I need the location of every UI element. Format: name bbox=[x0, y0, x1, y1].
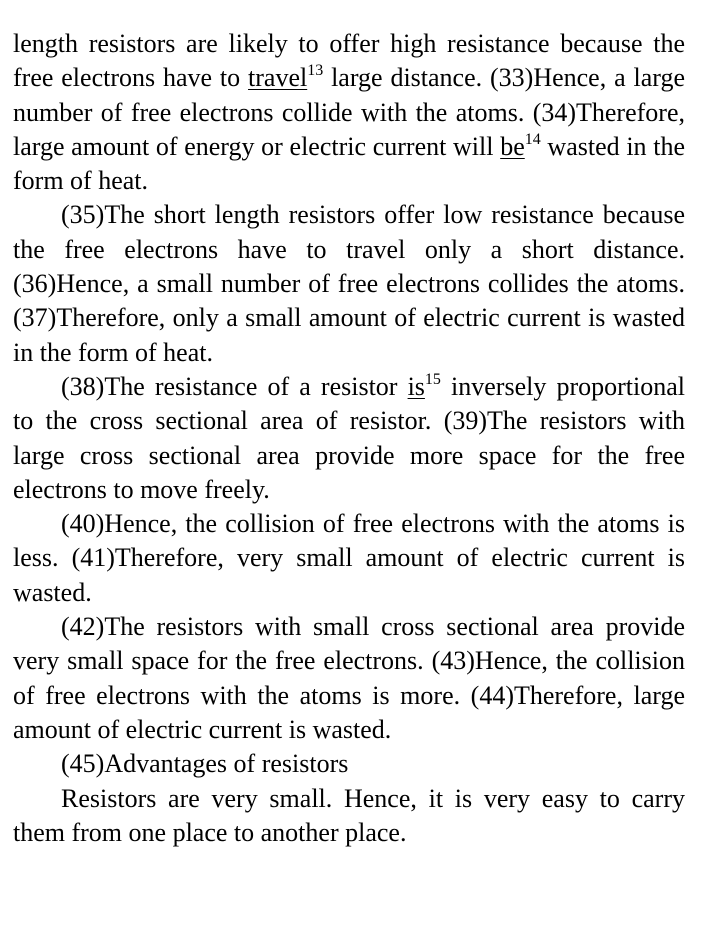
text-run: large distance. (33)Hence, a large numbe… bbox=[13, 63, 685, 161]
text-run: (45)Advantages of resistors bbox=[61, 749, 349, 779]
text-run: (35)The short length resistors offer low… bbox=[13, 200, 685, 367]
text-run: inversely proportional to the cross sect… bbox=[13, 371, 685, 504]
footnote-marker: 14 bbox=[524, 130, 541, 148]
text-run: Resistors are very small. Hence, it is v… bbox=[13, 783, 685, 847]
paragraph: (35)The short length resistors offer low… bbox=[13, 198, 685, 369]
paragraph: Resistors are very small. Hence, it is v… bbox=[13, 782, 685, 851]
text-run: wasted in the form of heat. bbox=[13, 131, 686, 196]
text-run: (42)The resistors with small cross secti… bbox=[13, 612, 685, 744]
footnote-marker: 13 bbox=[307, 62, 324, 80]
underlined-word: is bbox=[407, 371, 425, 401]
footnote-marker: 15 bbox=[424, 370, 441, 388]
paragraph: (38)The resistance of a resistor is15 in… bbox=[13, 370, 685, 507]
text-run: length resistors are likely to offer hig… bbox=[13, 29, 685, 93]
section-heading: (45)Advantages of resistors bbox=[13, 747, 685, 781]
paragraph: length resistors are likely to offer hig… bbox=[13, 27, 685, 198]
paragraph: (40)Hence, the collision of free electro… bbox=[13, 507, 685, 610]
text-run: (38)The resistance of a resistor bbox=[61, 371, 408, 401]
paragraph: (42)The resistors with small cross secti… bbox=[13, 610, 685, 747]
underlined-word: travel bbox=[248, 63, 308, 93]
document-page: length resistors are likely to offer hig… bbox=[13, 27, 685, 850]
underlined-word: be bbox=[500, 131, 525, 161]
text-run: (40)Hence, the collision of free electro… bbox=[13, 509, 685, 607]
